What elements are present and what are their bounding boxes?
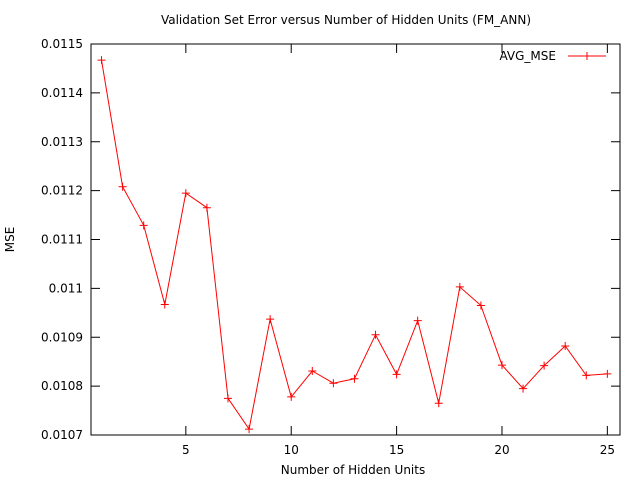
- data-point-marker: [497, 361, 506, 370]
- y-tick-label: 0.0112: [41, 184, 83, 198]
- x-tick-label: 15: [389, 443, 404, 457]
- data-point-marker: [540, 361, 549, 370]
- x-axis: 5 10 15 20 25: [182, 44, 615, 457]
- y-tick-label: 0.0111: [41, 233, 83, 247]
- chart-title: Validation Set Error versus Number of Hi…: [161, 13, 531, 27]
- legend-marker: [583, 52, 591, 60]
- data-point-marker: [329, 379, 338, 388]
- legend: AVG_MSE: [499, 49, 606, 63]
- data-point-marker: [603, 369, 612, 378]
- x-tick-label: 10: [284, 443, 299, 457]
- data-point-marker: [287, 392, 296, 401]
- y-tick-label: 0.0107: [41, 428, 83, 442]
- data-point-marker: [139, 221, 148, 230]
- data-point-marker: [181, 189, 190, 198]
- data-point-marker: [308, 366, 317, 375]
- y-axis: 0.0107 0.0108 0.0109 0.011 0.0111 0.0112 0.011…: [41, 37, 620, 442]
- data-point-marker: [160, 300, 169, 309]
- x-tick-label: 25: [600, 443, 615, 457]
- data-point-marker: [582, 371, 591, 380]
- y-tick-label: 0.0114: [41, 86, 83, 100]
- data-point-marker: [476, 301, 485, 310]
- data-point-marker: [455, 282, 464, 291]
- y-axis-label: MSE: [3, 227, 17, 253]
- data-point-marker: [202, 203, 211, 212]
- legend-label: AVG_MSE: [499, 49, 556, 63]
- data-point-marker: [371, 330, 380, 339]
- data-point-marker: [97, 56, 106, 65]
- data-point-marker: [561, 342, 570, 351]
- x-tick-label: 20: [494, 443, 509, 457]
- x-axis-label: Number of Hidden Units: [281, 463, 425, 477]
- y-tick-label: 0.011: [49, 281, 83, 295]
- data-point-marker: [118, 182, 127, 191]
- y-tick-label: 0.0108: [41, 379, 83, 393]
- data-point-marker: [434, 399, 443, 408]
- legend-plus-marker: [583, 52, 591, 60]
- data-point-marker: [223, 394, 232, 403]
- series-line: [101, 60, 608, 431]
- data-point-marker: [245, 425, 254, 434]
- data-point-marker: [266, 315, 275, 324]
- x-tick-label: 5: [182, 443, 190, 457]
- y-tick-label: 0.0115: [41, 37, 83, 51]
- series-layer: [97, 56, 612, 434]
- data-point-marker: [413, 316, 422, 325]
- data-point-marker: [392, 370, 401, 379]
- data-point-marker: [350, 374, 359, 383]
- y-tick-label: 0.0113: [41, 135, 83, 149]
- y-tick-label: 0.0109: [41, 330, 83, 344]
- data-point-marker: [519, 384, 528, 393]
